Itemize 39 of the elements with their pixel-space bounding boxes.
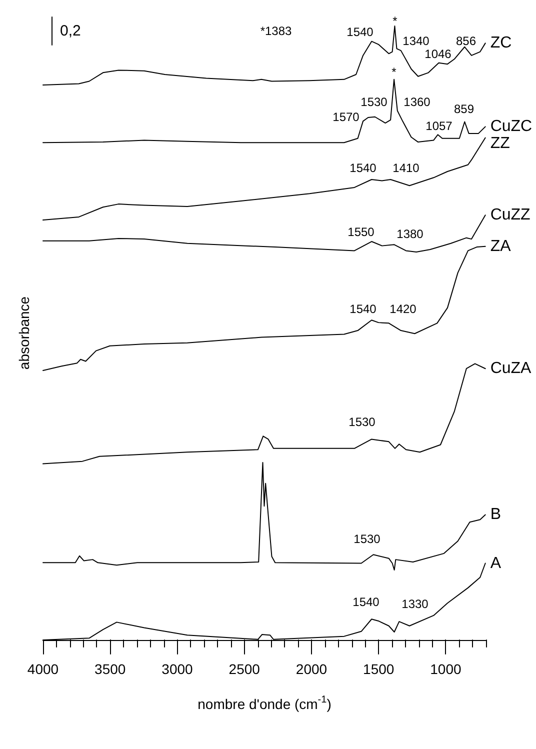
y-axis-title: absorbance [16, 296, 32, 370]
annotation: 1340 [402, 34, 430, 48]
series-label: CuZZ [490, 206, 531, 224]
series-label: CuZC [490, 118, 532, 136]
annotation: 1360 [404, 95, 431, 109]
annotation: 856 [456, 34, 476, 48]
annotation: * [392, 14, 398, 28]
series-label: ZA [490, 238, 512, 255]
annotation: 1530 [354, 532, 381, 546]
annotation: 0,2 [60, 22, 81, 40]
annotation: * [392, 65, 397, 79]
series-label: ZC [490, 34, 512, 52]
x-tick-label: 1000 [430, 661, 462, 677]
x-tick-label: 2500 [228, 661, 260, 677]
annotation: 1330 [402, 597, 429, 611]
annotation: 1540 [346, 25, 374, 39]
series-label: B [490, 506, 501, 524]
x-tick-label: 4000 [27, 661, 59, 677]
series-label: A [490, 554, 502, 572]
annotation: 1530 [348, 415, 376, 429]
annotation: 1540 [350, 302, 377, 316]
series-label: CuZA [490, 360, 532, 378]
annotation: 1530 [360, 95, 388, 109]
x-tick-label: 2000 [296, 661, 328, 677]
x-tick-label: 3500 [94, 661, 126, 677]
series-label: ZZ [490, 135, 510, 152]
annotation: 1570 [332, 110, 360, 124]
annotation: *1383 [260, 24, 292, 38]
annotation: 1057 [426, 119, 453, 133]
annotation: 1046 [424, 47, 452, 61]
x-tick-label: 1500 [363, 661, 394, 677]
annotation: 859 [454, 102, 474, 116]
annotation: 1420 [390, 302, 417, 316]
annotation: 1540 [352, 595, 380, 609]
annotation: 1410 [392, 161, 420, 175]
x-tick-label: 3000 [162, 661, 194, 677]
annotation: 1550 [348, 225, 375, 239]
annotation: 1540 [350, 161, 377, 175]
annotation: 1380 [396, 227, 424, 241]
